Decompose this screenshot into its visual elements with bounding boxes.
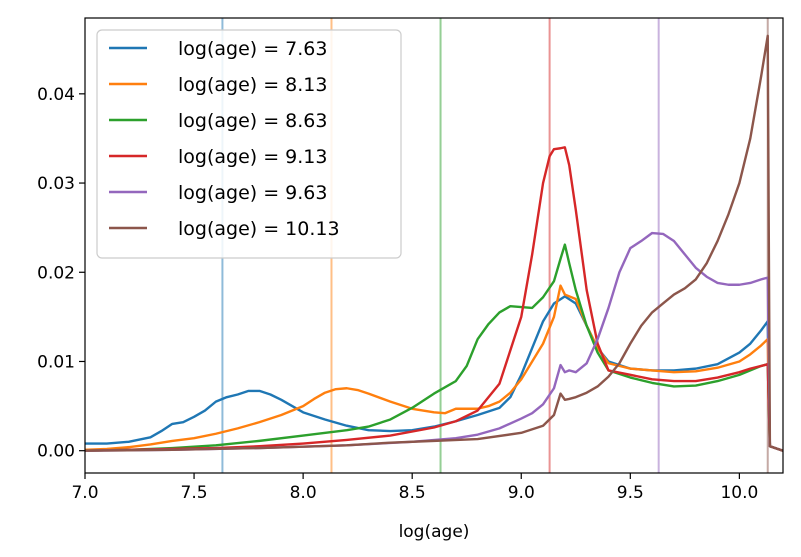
series-lines [84, 34, 784, 452]
legend-label: log(age) = 8.13 [178, 74, 328, 96]
y-tick-label: 0.00 [37, 442, 75, 462]
series-line-5 [84, 231, 784, 452]
x-tick-label: 8.5 [399, 483, 426, 503]
x-tick-label: 9.0 [508, 483, 535, 503]
legend-label: log(age) = 8.63 [178, 110, 328, 132]
legend-label: log(age) = 10.13 [178, 218, 340, 240]
series-line-2 [84, 284, 784, 452]
legend-label: log(age) = 7.63 [178, 38, 328, 60]
legend: log(age) = 7.63 log(age) = 8.13 log(age) =… [96, 29, 402, 259]
y-tick-label: 0.03 [37, 174, 75, 194]
x-tick-label: 10.0 [720, 483, 758, 503]
x-axis-title: log(age) [399, 522, 470, 542]
legend-label: log(age) = 9.63 [178, 182, 328, 204]
plot-frame [84, 17, 784, 474]
y-tick-label: 0.01 [37, 352, 75, 372]
x-tick-label: 7.5 [181, 483, 208, 503]
y-tick-label: 0.04 [37, 85, 75, 105]
y-axis: 0.00 0.01 0.02 0.03 0.04 [37, 85, 85, 462]
y-tick-label: 0.02 [37, 263, 75, 283]
series-line-3 [84, 243, 784, 452]
legend-label: log(age) = 9.13 [178, 146, 328, 168]
x-tick-label: 9.5 [617, 483, 644, 503]
legend-box [96, 29, 402, 259]
series-line-4 [84, 146, 784, 452]
x-tick-label: 7.0 [71, 483, 98, 503]
x-axis: 7.0 7.5 8.0 8.5 9.0 9.5 10.0 [71, 473, 758, 503]
x-tick-label: 8.0 [290, 483, 317, 503]
series-line-6 [84, 34, 784, 452]
